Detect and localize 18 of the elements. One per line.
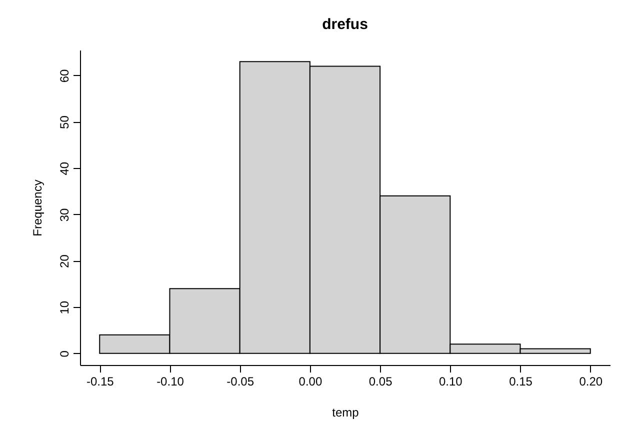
y-tick-label: 60 [58, 68, 72, 83]
y-tick-label: 40 [58, 162, 72, 176]
x-tick-label: -0.10 [156, 374, 184, 388]
chart-title: drefus [322, 16, 368, 33]
x-tick-label: -0.05 [226, 374, 254, 388]
y-tick-label: 10 [58, 300, 72, 314]
x-tick-label: 0.00 [298, 374, 322, 388]
x-tick-label: 0.05 [368, 374, 393, 388]
x-tick-label: 0.20 [579, 374, 603, 388]
y-tick-label: 20 [58, 254, 72, 268]
x-tick-label: 0.10 [438, 374, 463, 388]
x-tick-label: 0.15 [509, 374, 533, 388]
x-axis-title: temp [332, 406, 360, 420]
y-tick-label: 30 [58, 208, 72, 222]
y-axis-title: Frequency [30, 180, 44, 236]
x-tick-label: -0.15 [86, 374, 114, 388]
y-tick-label: 50 [58, 115, 72, 129]
y-tick-label: 0 [58, 350, 72, 358]
